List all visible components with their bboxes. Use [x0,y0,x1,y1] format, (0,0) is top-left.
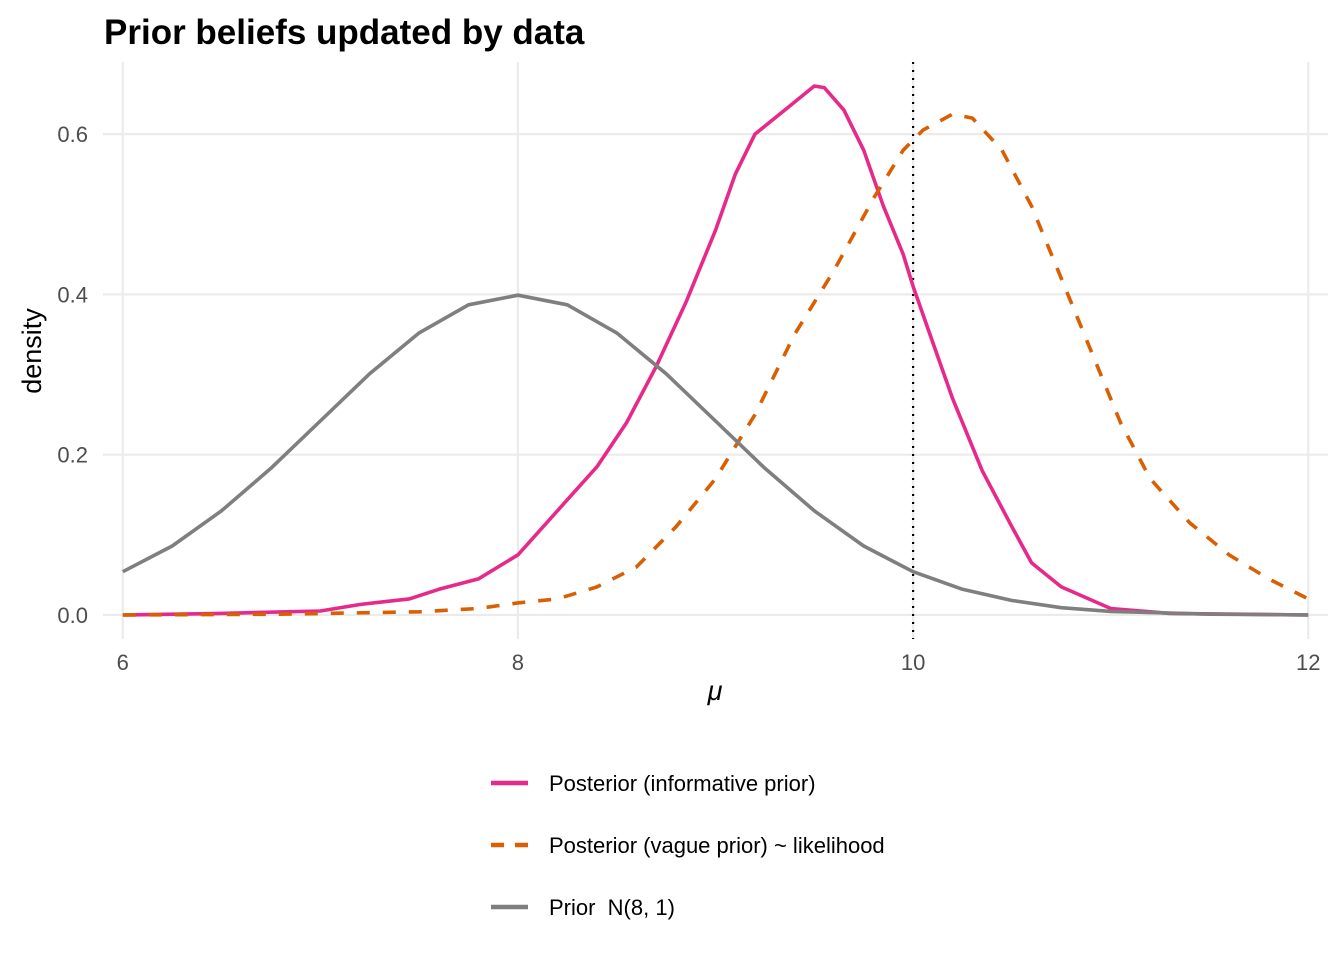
chart-title: Prior beliefs updated by data [104,13,585,52]
y-tick-label: 0.4 [57,282,88,307]
tick-labels: 6 8 10 12 0.0 0.2 0.4 0.6 [57,122,1320,675]
series-line-3 [121,293,1309,617]
grid [103,62,1328,639]
legend-label-1: Posterior (informative prior) [549,771,816,796]
legend-label-2: Posterior (vague prior) ~ likelihood [549,833,885,858]
x-axis-title: μ [707,676,723,706]
x-tick-label: 8 [512,650,524,675]
y-tick-label: 0.2 [57,443,88,468]
x-tick-label: 10 [901,650,925,675]
series-line-1 [122,84,1309,617]
x-tick-label: 12 [1296,650,1320,675]
y-axis-title: density [17,308,47,394]
series-lines [121,84,1310,617]
legend: Posterior (informative prior) Posterior (… [491,771,885,920]
legend-label-3: Prior N(8, 1) [549,895,675,920]
y-tick-label: 0.6 [57,122,88,147]
y-tick-label: 0.0 [57,603,88,628]
x-tick-label: 6 [117,650,129,675]
series-line-2 [122,112,1310,617]
